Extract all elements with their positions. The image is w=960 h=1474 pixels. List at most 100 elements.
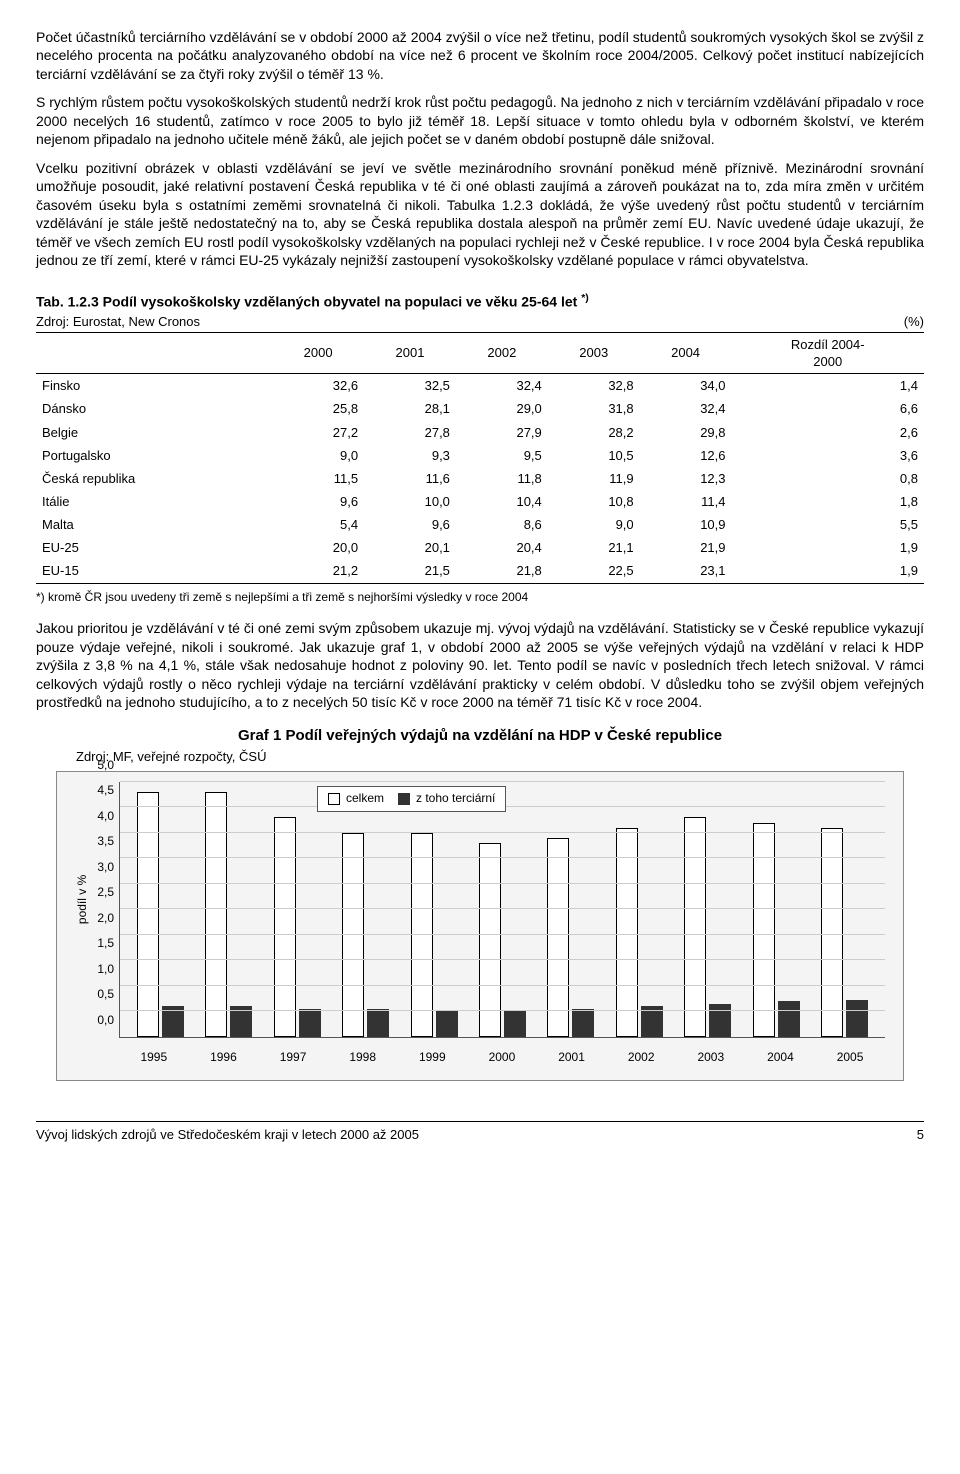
chart-bar-group bbox=[479, 782, 526, 1037]
table-row: Portugalsko9,09,39,510,512,63,6 bbox=[36, 444, 924, 467]
chart-y-tick: 4,0 bbox=[97, 809, 114, 825]
table-cell: 28,2 bbox=[548, 421, 640, 444]
table-cell: 9,5 bbox=[456, 444, 548, 467]
table-cell: 9,0 bbox=[548, 513, 640, 536]
table-title: Tab. 1.2.3 Podíl vysokoškolsky vzdělanýc… bbox=[36, 292, 924, 311]
table-cell: 6,6 bbox=[732, 397, 925, 420]
table-cell: 21,8 bbox=[456, 559, 548, 583]
table-cell: 5,5 bbox=[732, 513, 925, 536]
chart-bar-group bbox=[137, 782, 184, 1037]
table-unit: (%) bbox=[904, 313, 924, 330]
table-cell: 32,4 bbox=[640, 397, 732, 420]
chart-y-tick: 1,5 bbox=[97, 937, 114, 953]
table-cell: 1,9 bbox=[732, 559, 925, 583]
chart-bar-total bbox=[547, 838, 569, 1037]
table-cell: Portugalsko bbox=[36, 444, 272, 467]
table-cell: 9,3 bbox=[364, 444, 456, 467]
chart-bar-group bbox=[274, 782, 321, 1037]
chart-gridline bbox=[120, 959, 885, 960]
chart-container: podíl v % 0,00,51,01,52,02,53,03,54,04,5… bbox=[56, 771, 904, 1081]
table-row: Česká republika11,511,611,811,912,30,8 bbox=[36, 467, 924, 490]
table-header-cell: 2000 bbox=[272, 333, 364, 374]
chart-bar-tertiary bbox=[436, 1010, 458, 1037]
table-cell: 21,5 bbox=[364, 559, 456, 583]
legend-item-total: celkem bbox=[328, 791, 384, 807]
table-title-sup: *) bbox=[581, 292, 589, 304]
chart-bar-tertiary bbox=[367, 1009, 389, 1037]
chart-y-tick: 2,5 bbox=[97, 886, 114, 902]
table-cell: 1,9 bbox=[732, 536, 925, 559]
chart-bar-total bbox=[821, 828, 843, 1037]
table-cell: 32,8 bbox=[548, 374, 640, 398]
table-header-cell: 2004 bbox=[640, 333, 732, 374]
table-cell: 27,9 bbox=[456, 421, 548, 444]
table-footnote: *) kromě ČR jsou uvedeny tři země s nejl… bbox=[36, 590, 924, 606]
paragraph-3: Vcelku pozitivní obrázek v oblasti vzděl… bbox=[36, 159, 924, 270]
table-cell: 21,9 bbox=[640, 536, 732, 559]
table-cell: 8,6 bbox=[456, 513, 548, 536]
chart-y-tick: 2,0 bbox=[97, 911, 114, 927]
table-cell: 11,8 bbox=[456, 467, 548, 490]
chart-y-tick: 3,0 bbox=[97, 860, 114, 876]
table-header-row: 20002001200220032004Rozdíl 2004-2000 bbox=[36, 333, 924, 374]
chart-bar-tertiary bbox=[846, 1000, 868, 1037]
chart-bar-tertiary bbox=[299, 1009, 321, 1037]
chart-y-tick: 0,5 bbox=[97, 988, 114, 1004]
chart-bar-tertiary bbox=[778, 1001, 800, 1037]
table-header-cell: 2001 bbox=[364, 333, 456, 374]
chart-gridline bbox=[120, 908, 885, 909]
chart-x-tick: 1995 bbox=[140, 1050, 167, 1066]
chart-bar-group bbox=[547, 782, 594, 1037]
paragraph-1: Počet účastníků terciárního vzdělávání s… bbox=[36, 28, 924, 83]
chart-bar-group bbox=[411, 782, 458, 1037]
table-cell: 3,6 bbox=[732, 444, 925, 467]
chart-bar-group bbox=[821, 782, 868, 1037]
chart-x-tick: 2004 bbox=[767, 1050, 794, 1066]
table-cell: 31,8 bbox=[548, 397, 640, 420]
paragraph-4: Jakou prioritou je vzdělávání v té či on… bbox=[36, 619, 924, 711]
table-cell: 12,3 bbox=[640, 467, 732, 490]
table-cell: 32,4 bbox=[456, 374, 548, 398]
table-cell: 10,5 bbox=[548, 444, 640, 467]
footer-text: Vývoj lidských zdrojů ve Středočeském kr… bbox=[36, 1126, 419, 1143]
chart-bar-total bbox=[411, 833, 433, 1037]
chart-bar-group bbox=[753, 782, 800, 1037]
table-cell: 29,0 bbox=[456, 397, 548, 420]
chart-y-tick: 3,5 bbox=[97, 835, 114, 851]
chart-x-tick: 2002 bbox=[628, 1050, 655, 1066]
table-cell: 22,5 bbox=[548, 559, 640, 583]
table-cell: 11,4 bbox=[640, 490, 732, 513]
chart-x-tick: 1997 bbox=[280, 1050, 307, 1066]
table-cell: 25,8 bbox=[272, 397, 364, 420]
paragraph-2: S rychlým růstem počtu vysokoškolských s… bbox=[36, 93, 924, 148]
page-footer: Vývoj lidských zdrojů ve Středočeském kr… bbox=[36, 1121, 924, 1143]
table-cell: 27,2 bbox=[272, 421, 364, 444]
chart-bar-total bbox=[753, 823, 775, 1037]
chart-x-tick: 2005 bbox=[837, 1050, 864, 1066]
legend-item-tert: z toho terciární bbox=[398, 791, 495, 807]
chart-bar-total bbox=[684, 817, 706, 1036]
chart-y-axis-label: podíl v % bbox=[75, 875, 91, 924]
table-cell: 9,0 bbox=[272, 444, 364, 467]
table-row: Itálie9,610,010,410,811,41,8 bbox=[36, 490, 924, 513]
table-cell: 1,8 bbox=[732, 490, 925, 513]
table-cell: Itálie bbox=[36, 490, 272, 513]
table-cell: 20,1 bbox=[364, 536, 456, 559]
table-cell: 21,2 bbox=[272, 559, 364, 583]
chart-bar-total bbox=[205, 792, 227, 1037]
table-cell: 2,6 bbox=[732, 421, 925, 444]
table-cell: 9,6 bbox=[272, 490, 364, 513]
table-cell: EU-15 bbox=[36, 559, 272, 583]
table-title-text: Tab. 1.2.3 Podíl vysokoškolsky vzdělanýc… bbox=[36, 293, 577, 309]
table-cell: 1,4 bbox=[732, 374, 925, 398]
chart-bar-total bbox=[342, 833, 364, 1037]
table-cell: 20,4 bbox=[456, 536, 548, 559]
chart-bar-group bbox=[205, 782, 252, 1037]
chart-bar-tertiary bbox=[709, 1004, 731, 1037]
legend-swatch-tert bbox=[398, 793, 410, 805]
chart-gridline bbox=[120, 857, 885, 858]
chart-x-labels: 1995199619971998199920002001200220032004… bbox=[119, 1050, 885, 1066]
table-cell: 11,9 bbox=[548, 467, 640, 490]
legend-swatch-total bbox=[328, 793, 340, 805]
chart-bar-group bbox=[616, 782, 663, 1037]
